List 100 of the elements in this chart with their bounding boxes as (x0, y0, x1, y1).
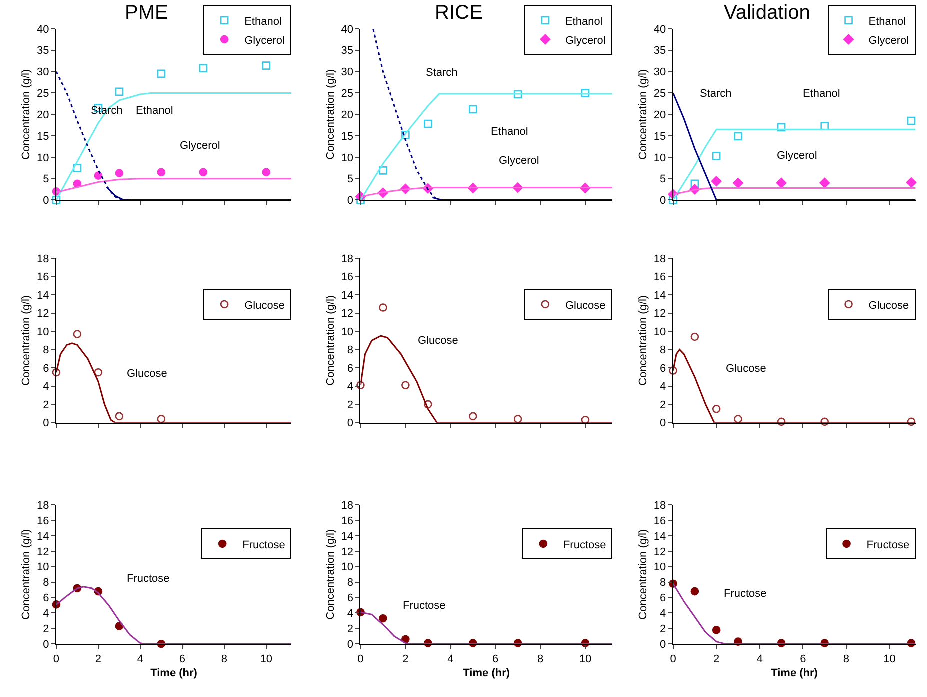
x-tick-label: 10 (884, 653, 896, 666)
y-tick-label: 6 (347, 362, 354, 375)
y-tick-label: 16 (37, 272, 50, 284)
y-tick-label: 12 (341, 308, 354, 320)
point (820, 418, 829, 426)
y-tick-label: 0 (43, 195, 50, 208)
x-tick-label: 0 (670, 653, 676, 666)
y-axis-title: Concentration (g/l) (20, 529, 33, 620)
legend-label: Ethanol (565, 16, 603, 28)
point (157, 70, 166, 78)
y-tick-label: 12 (654, 546, 666, 558)
y-tick-label: 10 (654, 326, 666, 338)
y-tick-label: 18 (37, 253, 50, 266)
y-tick-label: 16 (341, 272, 354, 284)
point (52, 196, 61, 204)
y-tick-label: 30 (37, 66, 50, 79)
point (379, 304, 388, 312)
point (94, 368, 103, 377)
point (712, 152, 721, 160)
y-tick-label: 30 (654, 66, 666, 79)
y-tick-label: 2 (43, 399, 50, 412)
x-tick-label: 10 (579, 653, 592, 666)
point (115, 412, 124, 421)
y-tick-label: 10 (37, 152, 50, 164)
y-tick-label: 20 (654, 109, 666, 122)
point (777, 418, 786, 426)
y-tick-label: 4 (347, 381, 354, 394)
point (581, 89, 590, 98)
y-tick-label: 18 (341, 500, 354, 512)
y-tick-label: 16 (654, 515, 666, 528)
x-tick-label: 0 (53, 653, 60, 666)
x-axis-title: Time (hr) (771, 668, 818, 680)
y-tick-label: 12 (37, 308, 50, 320)
point (115, 169, 124, 178)
legend-label: Fructose (866, 539, 910, 552)
point (73, 330, 82, 338)
point (402, 381, 410, 390)
x-axis-title: Time (hr) (463, 668, 510, 680)
y-tick-label: 20 (37, 109, 50, 122)
y-tick-label: 10 (654, 562, 666, 574)
y-tick-label: 10 (37, 326, 50, 338)
y-axis-title: Concentration (g/l) (637, 69, 650, 160)
x-tick-label: 8 (537, 653, 544, 666)
y-axis-title: Concentration (g/l) (20, 69, 33, 160)
y-tick-label: 18 (37, 500, 50, 512)
annotation: Fructose (724, 588, 767, 600)
annotation: Glycerol (777, 150, 818, 162)
legend-label: Glycerol (565, 34, 606, 47)
point (669, 366, 678, 375)
y-tick-label: 2 (347, 624, 354, 636)
y-tick-label: 10 (341, 562, 354, 574)
annotation: Glucose (127, 368, 168, 380)
y-tick-label: 2 (660, 624, 666, 636)
point (712, 405, 721, 414)
legend-label: Ethanol (244, 16, 282, 28)
y-tick-label: 40 (37, 24, 50, 36)
y-tick-label: 40 (341, 24, 354, 36)
y-tick-label: 25 (341, 88, 354, 100)
legend-label: Glucose (868, 300, 910, 312)
y-axis-title: Concentration (g/l) (637, 295, 650, 386)
x-tick-label: 6 (492, 653, 499, 666)
point (776, 178, 787, 188)
y-tick-label: 16 (654, 272, 666, 284)
legend-label: Ethanol (868, 16, 906, 28)
x-tick-label: 4 (448, 653, 454, 666)
x-tick-label: 2 (402, 653, 409, 666)
point (379, 166, 388, 175)
y-tick-label: 14 (341, 290, 354, 302)
y-tick-label: 20 (341, 109, 354, 122)
y-tick-label: 4 (660, 608, 666, 620)
y-tick-label: 12 (654, 308, 666, 320)
point (711, 176, 722, 187)
y-tick-label: 30 (341, 66, 354, 79)
y-tick-label: 8 (347, 577, 354, 590)
point (379, 614, 388, 623)
y-tick-label: 4 (660, 381, 666, 394)
chart-title: PME (125, 2, 168, 24)
y-tick-label: 14 (37, 290, 50, 302)
y-tick-label: 14 (341, 530, 354, 543)
point (424, 400, 432, 409)
point (733, 178, 744, 188)
y-tick-label: 10 (654, 152, 666, 164)
point (734, 415, 742, 424)
point (690, 587, 700, 596)
point (73, 164, 82, 172)
y-tick-label: 4 (43, 608, 50, 620)
point (424, 120, 432, 128)
annotation: Fructose (403, 600, 446, 612)
x-tick-label: 6 (179, 653, 186, 666)
legend-label: Fructose (563, 539, 606, 552)
legend-label: Fructose (242, 539, 286, 552)
y-tick-label: 12 (37, 546, 50, 558)
y-tick-label: 8 (660, 344, 666, 357)
y-tick-label: 8 (347, 344, 354, 357)
annotation: Starch (426, 67, 458, 79)
point (777, 123, 786, 132)
y-tick-label: 2 (347, 399, 354, 412)
y-tick-label: 25 (654, 88, 666, 100)
point (115, 88, 124, 96)
y-tick-label: 6 (660, 362, 666, 375)
